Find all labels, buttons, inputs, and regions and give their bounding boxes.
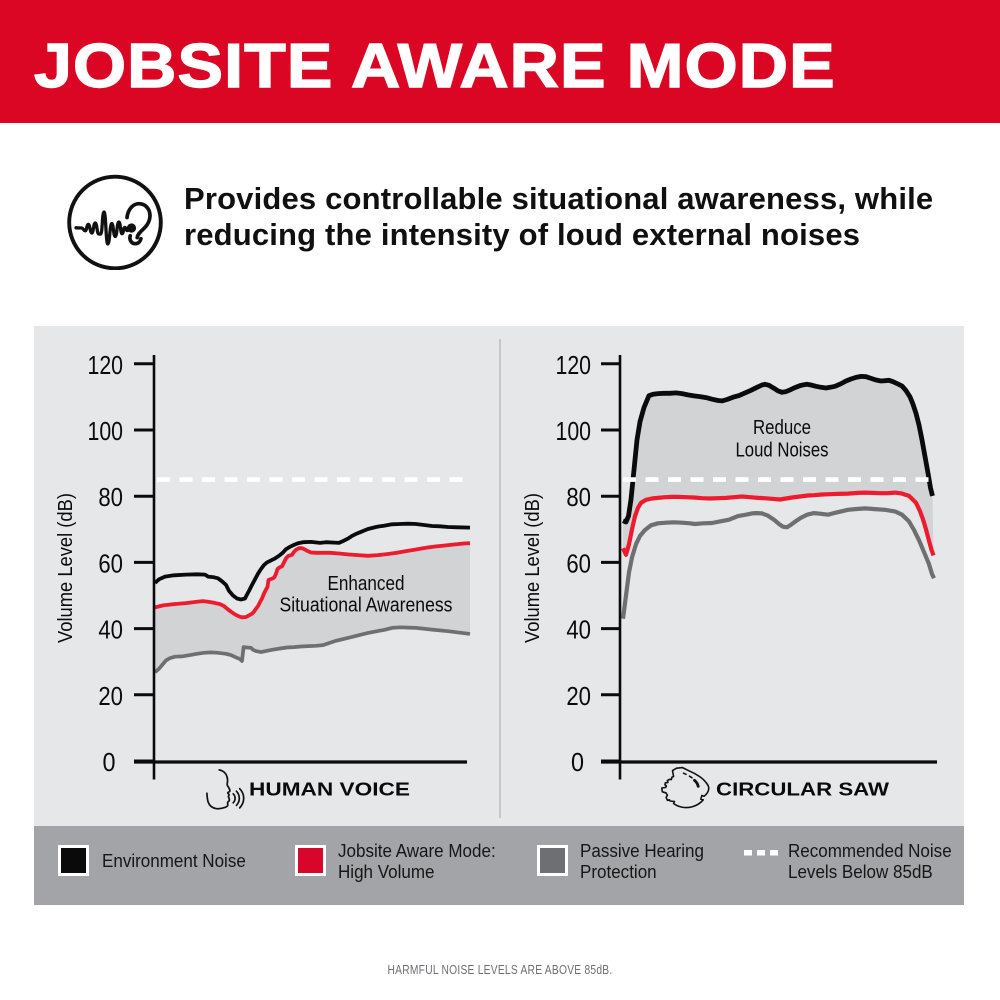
svg-text:0: 0 <box>571 749 584 777</box>
svg-text:HUMAN VOICE: HUMAN VOICE <box>249 780 410 800</box>
svg-text:0: 0 <box>103 749 116 777</box>
svg-text:60: 60 <box>98 550 123 578</box>
svg-text:CIRCULAR SAW: CIRCULAR SAW <box>716 780 889 800</box>
svg-text:80: 80 <box>566 484 591 512</box>
svg-text:Situational Awareness: Situational Awareness <box>280 594 453 617</box>
svg-text:20: 20 <box>566 683 591 711</box>
svg-text:100: 100 <box>88 418 124 446</box>
svg-text:20: 20 <box>98 683 123 711</box>
svg-text:60: 60 <box>566 550 591 578</box>
svg-text:100: 100 <box>556 418 592 446</box>
svg-text:80: 80 <box>98 484 123 512</box>
svg-text:Reduce: Reduce <box>753 416 811 439</box>
svg-text:40: 40 <box>566 617 591 645</box>
svg-text:40: 40 <box>98 617 123 645</box>
svg-text:Loud Noises: Loud Noises <box>736 439 829 462</box>
svg-text:120: 120 <box>88 352 124 380</box>
svg-text:Volume Level (dB): Volume Level (dB) <box>521 493 544 643</box>
svg-text:Enhanced: Enhanced <box>328 572 405 595</box>
svg-text:Volume Level (dB): Volume Level (dB) <box>54 493 77 643</box>
svg-text:120: 120 <box>556 352 592 380</box>
